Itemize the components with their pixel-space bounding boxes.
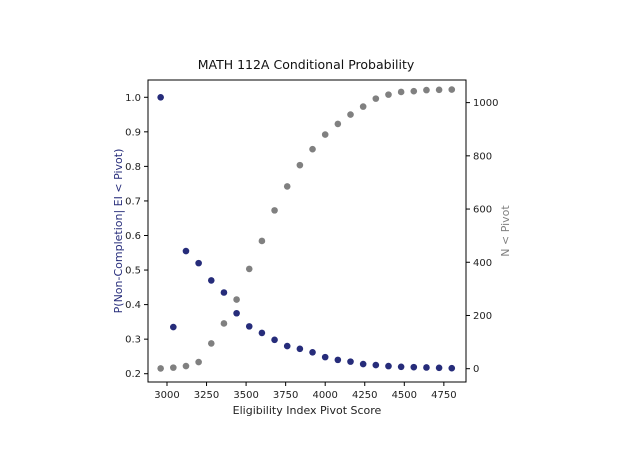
count-point [220,320,228,327]
probability-point [258,329,266,337]
count-point [347,111,354,118]
probability-point [157,93,164,101]
x-axis-title: Eligibility Index Pivot Score [233,404,382,417]
probability-point [448,364,456,372]
count-point [385,91,392,98]
count-point [321,131,329,138]
probability-point [359,360,367,368]
left-y-tick-label: 0.6 [125,231,141,242]
probability-point [309,348,316,356]
probability-point [347,358,354,365]
count-point [410,87,418,95]
count-point [372,95,380,102]
probability-point [334,356,342,364]
count-point [170,364,177,371]
x-tick-label: 3000 [154,390,179,401]
count-point [195,358,202,366]
count-point [359,103,367,110]
x-tick-label: 4500 [392,390,417,401]
left-y-tick-label: 0.3 [125,335,141,346]
count-point [397,88,405,96]
right-y-tick-label: 0 [473,364,479,375]
probability-point [245,323,253,330]
x-tick-label: 4000 [312,390,337,401]
count-point [233,296,240,303]
left-y-axis-ticks: 0.2 0.3 0.4 0.5 0.6 0.7 0.8 0.9 1.0 [125,93,148,380]
count-point [448,86,456,93]
plot-frame [147,79,467,383]
right-y-tick-label: 1000 [473,98,498,109]
left-y-tick-label: 0.4 [125,300,141,311]
right-y-tick-label: 800 [473,151,492,162]
left-y-tick-label: 0.7 [125,196,141,207]
probability-point [372,361,380,369]
probability-point [220,289,228,296]
probability-point [321,353,329,361]
probability-series-points [157,93,456,372]
probability-point [410,363,418,371]
right-y-tick-label: 400 [473,258,492,269]
chart-title: MATH 112A Conditional Probability [198,57,415,72]
x-tick-label: 4250 [352,390,377,401]
probability-point [233,309,240,317]
probability-point [397,363,405,371]
count-point [309,145,316,153]
left-y-axis-title: P(Non-Completion| EI < Pivot) [112,149,125,314]
probability-point [283,342,291,350]
probability-point [195,259,202,267]
probability-point [423,364,430,371]
count-point [258,237,266,245]
probability-point [385,362,392,370]
count-point [283,183,291,190]
count-point [423,86,430,94]
count-point [207,340,215,347]
probability-point [296,345,304,353]
probability-point [271,336,278,344]
count-point [435,86,443,94]
x-axis-ticks: 3000 3250 3500 3750 4000 4250 4500 4750 [154,382,457,401]
left-y-tick-label: 1.0 [125,93,141,104]
count-point [271,207,278,214]
probability-point [207,277,215,284]
probability-point [435,364,443,372]
left-y-tick-label: 0.9 [125,127,141,138]
left-y-tick-label: 0.2 [125,369,141,380]
x-tick-label: 4750 [431,390,456,401]
count-point [296,161,304,169]
right-y-tick-label: 600 [473,205,492,216]
count-point [157,365,164,372]
left-y-tick-label: 0.5 [125,266,141,277]
count-series-points [157,86,456,372]
left-y-tick-label: 0.8 [125,162,141,173]
probability-point [182,247,190,255]
probability-point [170,323,177,331]
right-y-axis-title: N < Pivot [499,205,512,257]
x-tick-label: 3750 [273,390,298,401]
x-tick-label: 3250 [194,390,219,401]
right-y-tick-label: 200 [473,311,492,322]
count-point [182,362,190,370]
count-point [245,265,253,273]
count-point [334,120,342,128]
x-tick-label: 3500 [233,390,258,401]
right-y-axis-ticks: 0 200 400 600 800 1000 [466,98,498,375]
